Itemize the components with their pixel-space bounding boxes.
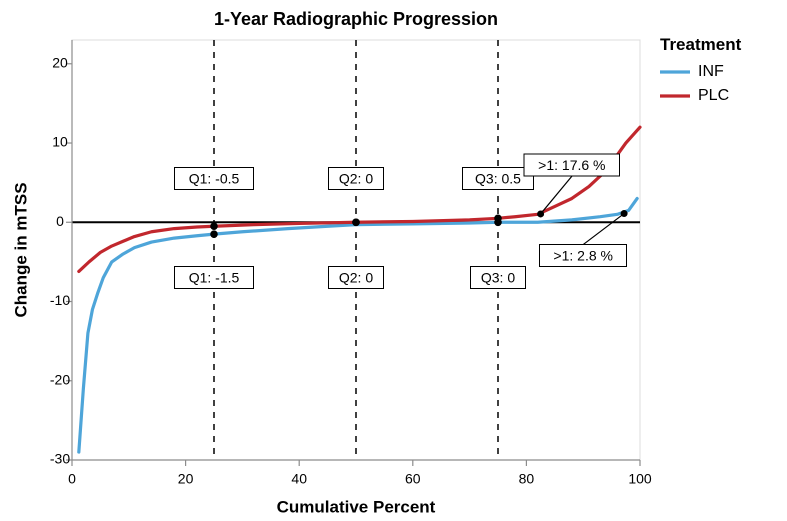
- plc-q2-label-text: Q2: 0: [339, 170, 373, 186]
- x-tick-label: 100: [628, 471, 652, 487]
- quartile-marker: [210, 230, 218, 238]
- y-tick-label: 10: [52, 134, 68, 150]
- quartile-marker: [494, 218, 502, 226]
- chart-title: 1-Year Radiographic Progression: [214, 9, 498, 29]
- plc-q3-label-text: Q3: 0.5: [475, 170, 521, 186]
- x-tick-label: 80: [519, 471, 535, 487]
- legend-title: Treatment: [660, 35, 742, 54]
- threshold-1-text: >1: 2.8 %: [553, 247, 613, 263]
- chart-container: { "type": "line-cumulative", "background…: [0, 0, 787, 521]
- y-tick-label: 0: [56, 213, 64, 229]
- inf-q2-label-text: Q2: 0: [339, 269, 373, 285]
- y-tick-label: 20: [52, 54, 68, 70]
- x-tick-label: 40: [291, 471, 307, 487]
- x-tick-label: 60: [405, 471, 421, 487]
- threshold-0-text: >1: 17.6 %: [538, 157, 605, 173]
- legend-label-plc: PLC: [698, 87, 729, 104]
- y-tick-label: -10: [50, 292, 70, 308]
- x-axis-label: Cumulative Percent: [277, 497, 436, 516]
- y-tick-label: -20: [50, 371, 70, 387]
- chart-svg: 0 20 40 60 80 100 -30 -20 -10 0 10 20 1-Year Radiogr…: [0, 0, 787, 521]
- inf-q3-label-text: Q3: 0: [481, 269, 515, 285]
- threshold-marker: [537, 210, 544, 217]
- plc-q1-label-text: Q1: -0.5: [189, 170, 240, 186]
- x-tick-label: 20: [178, 471, 194, 487]
- series-inf: [79, 198, 637, 452]
- quartile-marker: [352, 218, 360, 226]
- quartile-marker: [210, 222, 218, 230]
- x-tick-label: 0: [68, 471, 76, 487]
- threshold-leader: [541, 176, 572, 214]
- legend-label-inf: INF: [698, 63, 724, 80]
- inf-q1-label-text: Q1: -1.5: [189, 269, 240, 285]
- threshold-marker: [621, 210, 628, 217]
- y-axis-label: Change in mTSS: [11, 182, 30, 317]
- y-tick-label: -30: [50, 451, 70, 467]
